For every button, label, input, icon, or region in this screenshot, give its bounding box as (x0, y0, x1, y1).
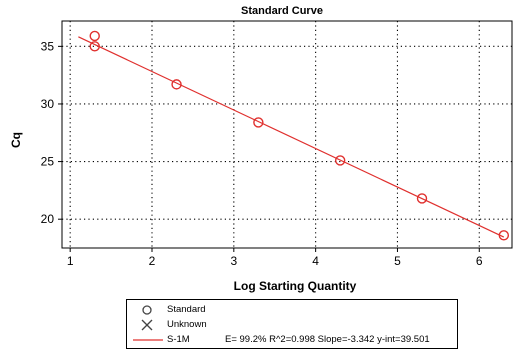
legend-item-fit: S-1M E= 99.2% R^2=0.998 Slope=-3.342 y-i… (127, 333, 457, 347)
data-points (89, 30, 510, 241)
regression-line (78, 36, 505, 238)
x-axis-label: Log Starting Quantity (234, 279, 357, 293)
x-axis-ticks: 1 2 3 4 5 6 (67, 248, 483, 268)
legend-fit-stats: E= 99.2% R^2=0.998 Slope=-3.342 y-int=39… (225, 334, 430, 345)
y-tick-label: 35 (41, 39, 55, 53)
fit-line-icon (133, 339, 163, 341)
x-tick-label: 4 (312, 254, 319, 268)
data-point-standard (253, 117, 264, 128)
grid-lines (62, 21, 512, 248)
chart-title: Standard Curve (241, 5, 323, 17)
legend-label-standard: Standard (167, 304, 206, 315)
y-axis-ticks: 20 25 30 35 (41, 39, 62, 226)
data-point-standard (171, 79, 182, 90)
x-tick-label: 5 (394, 254, 401, 268)
x-tick-label: 2 (149, 254, 156, 268)
circle-marker-icon (142, 305, 152, 315)
legend-label-unknown: Unknown (167, 319, 207, 330)
legend-item-unknown: Unknown (127, 318, 457, 332)
y-tick-label: 30 (41, 97, 55, 111)
x-tick-label: 1 (67, 254, 74, 268)
x-tick-label: 6 (476, 254, 483, 268)
data-point-standard (89, 41, 100, 52)
legend-label-fit: S-1M (167, 334, 190, 345)
plot-area-border (61, 20, 513, 249)
data-point-standard (416, 193, 428, 204)
data-point-standard (498, 230, 510, 241)
legend-item-standard: Standard (127, 303, 457, 317)
data-point-standard (89, 30, 100, 42)
x-marker-icon (141, 319, 153, 331)
legend: Standard Unknown S-1M E= 99.2% R^2=0.998… (126, 299, 458, 349)
data-point-standard (334, 155, 346, 166)
standard-curve-chart: Standard Curve 20 25 30 35 1 2 3 4 5 6 Log Start… (9, 5, 513, 293)
fit-line-group (78, 36, 505, 238)
y-axis-label: Cq (9, 132, 23, 148)
y-tick-label: 20 (41, 212, 55, 226)
x-tick-label: 3 (230, 254, 237, 268)
y-tick-label: 25 (41, 155, 55, 169)
